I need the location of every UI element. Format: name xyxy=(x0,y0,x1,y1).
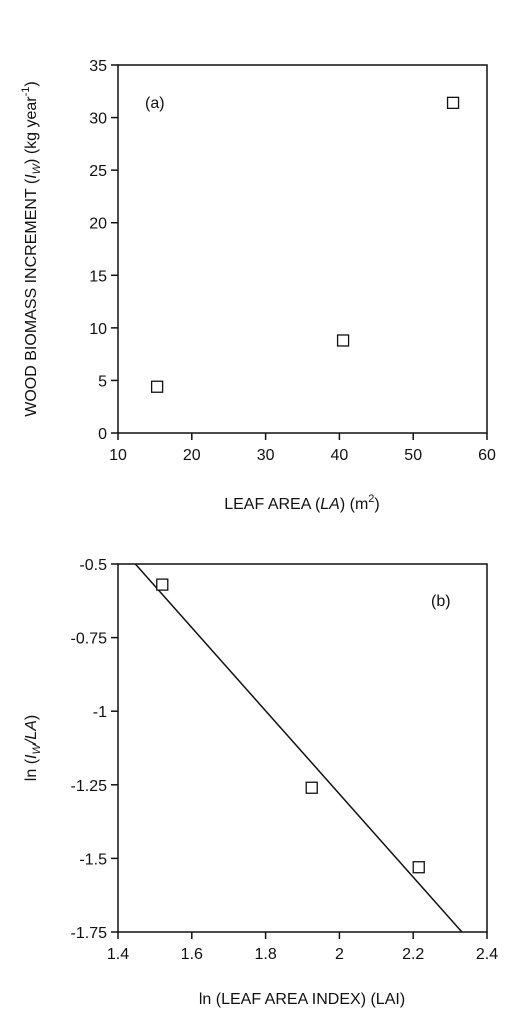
panel-a-xlabel-post: ) (m xyxy=(340,496,368,513)
panel-a-ylabel-sup: -1 xyxy=(20,87,32,97)
panel-b-x-tick-label-0: 1.4 xyxy=(107,946,129,963)
panel-a-x-ticks: 10 20 30 40 50 60 xyxy=(109,433,496,464)
panel-b-x-tick-label-5: 2.4 xyxy=(476,946,498,963)
panel-b-x-axis-title: ln (LEAF AREA INDEX) (LAI) xyxy=(199,991,405,1008)
panel-a-point-0 xyxy=(150,380,164,393)
panel-b-y-tick-label-0: -1.75 xyxy=(71,925,108,942)
panel-a-y-tick-label-2: 10 xyxy=(89,321,107,338)
panel-a-xlabel-var: LA xyxy=(320,496,340,513)
panel-b-y-tick-label-5: -0.5 xyxy=(79,557,107,574)
panel-a-x-tick-label-5: 60 xyxy=(478,447,496,464)
panel-a-plot-frame xyxy=(117,64,488,434)
panel-a-y-tick-label-7: 35 xyxy=(89,58,107,75)
panel-b-x-ticks: 1.4 1.6 1.8 2 2.2 2.4 xyxy=(107,932,498,963)
panel-b-label: (b) xyxy=(431,593,451,610)
panel-b-x-tick-label-4: 2.2 xyxy=(402,946,424,963)
panel-a-y-tick-label-6: 30 xyxy=(89,111,107,128)
panel-b-x-tick-label-1: 1.6 xyxy=(181,946,203,963)
panel-b-points xyxy=(156,578,425,874)
panel-b: (b) 1.4 1.6 1.8 2 2.2 2.4 -1.75 -1.5 -1.25 -1 -0.… xyxy=(23,557,498,1008)
panel-a-ylabel-var: I xyxy=(23,174,40,179)
panel-a-ylabel-end: ) xyxy=(23,81,40,86)
panel-b-ylabel-sub: W xyxy=(31,743,43,755)
panel-a-y-tick-label-5: 25 xyxy=(89,163,107,180)
panel-a-point-2 xyxy=(446,96,460,110)
panel-b-y-tick-label-3: -1 xyxy=(93,704,107,721)
panel-b-x-tick-label-2: 1.8 xyxy=(254,946,276,963)
panel-a-y-tick-label-4: 20 xyxy=(89,216,107,233)
panel-a-y-tick-label-0: 0 xyxy=(98,426,107,443)
panel-b-ylabel-var: I xyxy=(23,754,40,759)
panel-a-xlabel-end: ) xyxy=(374,496,379,513)
panel-a-x-axis-title: LEAF AREA (LA) (m2) xyxy=(224,493,380,513)
panel-b-fit-group xyxy=(134,563,463,933)
panel-a-point-1 xyxy=(336,334,350,347)
panel-a-ylabel-post: ) (kg year xyxy=(23,96,40,164)
panel-a-label: (a) xyxy=(145,95,165,112)
panel-b-y-tick-label-2: -1.25 xyxy=(71,778,108,795)
panel-a-xlabel-sup: 2 xyxy=(368,493,374,505)
panel-b-ylabel-pre: ln ( xyxy=(23,758,40,781)
panel-b-point-0 xyxy=(156,578,169,591)
panel-a-y-tick-label-1: 5 xyxy=(98,373,107,390)
panel-a-points xyxy=(150,96,460,393)
panel-a-x-tick-label-3: 40 xyxy=(331,447,349,464)
panel-b-ylabel-var2: /LA xyxy=(23,720,40,745)
panel-b-ylabel-end: ) xyxy=(23,715,40,720)
panel-a-x-tick-label-2: 30 xyxy=(257,447,275,464)
panel-b-y-tick-label-1: -1.5 xyxy=(79,851,107,868)
panel-a-xlabel-pre: LEAF AREA ( xyxy=(224,496,321,513)
panel-b-y-axis-title: ln (IW/LA) xyxy=(23,715,43,781)
panel-b-point-2 xyxy=(412,861,425,874)
panel-a-ylabel-sub: W xyxy=(31,162,43,174)
panel-a-y-ticks: 0 5 10 15 20 25 30 35 xyxy=(89,58,118,443)
panel-b-y-tick-label-4: -0.75 xyxy=(71,631,108,648)
panel-a-x-tick-label-0: 10 xyxy=(109,447,127,464)
panel-a-x-tick-label-4: 50 xyxy=(404,447,422,464)
panel-a: (a) 10 20 30 40 50 60 0 5 10 15 20 25 30 35 LEAF ARE… xyxy=(20,58,496,513)
panel-a-y-axis-title: WOOD BIOMASS INCREMENT (IW) (kg year-1) xyxy=(20,81,43,416)
panel-a-x-tick-label-1: 20 xyxy=(183,447,201,464)
panel-b-y-ticks: -1.75 -1.5 -1.25 -1 -0.75 -0.5 xyxy=(71,557,118,942)
panel-b-plot-frame xyxy=(117,563,488,933)
panel-a-y-tick-label-3: 15 xyxy=(89,268,107,285)
panel-b-point-1 xyxy=(305,781,318,794)
panel-a-ylabel-pre: WOOD BIOMASS INCREMENT ( xyxy=(23,178,40,417)
panel-b-fit-line xyxy=(134,563,463,933)
panel-b-x-tick-label-3: 2 xyxy=(335,946,344,963)
